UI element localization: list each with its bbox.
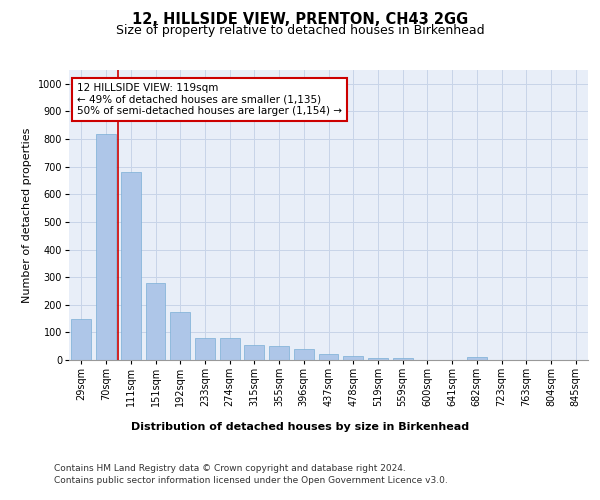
Bar — [195, 338, 215, 360]
Bar — [319, 354, 338, 360]
Bar — [244, 345, 264, 360]
Bar — [269, 346, 289, 360]
Bar — [467, 357, 487, 360]
Bar — [96, 134, 116, 360]
Text: 12 HILLSIDE VIEW: 119sqm
← 49% of detached houses are smaller (1,135)
50% of sem: 12 HILLSIDE VIEW: 119sqm ← 49% of detach… — [77, 83, 342, 116]
Bar — [170, 312, 190, 360]
Bar — [121, 172, 140, 360]
Text: Size of property relative to detached houses in Birkenhead: Size of property relative to detached ho… — [116, 24, 484, 37]
Text: Distribution of detached houses by size in Birkenhead: Distribution of detached houses by size … — [131, 422, 469, 432]
Y-axis label: Number of detached properties: Number of detached properties — [22, 128, 32, 302]
Bar — [368, 358, 388, 360]
Text: Contains HM Land Registry data © Crown copyright and database right 2024.: Contains HM Land Registry data © Crown c… — [54, 464, 406, 473]
Bar — [220, 338, 239, 360]
Bar — [343, 356, 363, 360]
Text: Contains public sector information licensed under the Open Government Licence v3: Contains public sector information licen… — [54, 476, 448, 485]
Bar — [146, 282, 166, 360]
Bar — [294, 349, 314, 360]
Bar — [71, 318, 91, 360]
Text: 12, HILLSIDE VIEW, PRENTON, CH43 2GG: 12, HILLSIDE VIEW, PRENTON, CH43 2GG — [132, 12, 468, 28]
Bar — [393, 358, 413, 360]
